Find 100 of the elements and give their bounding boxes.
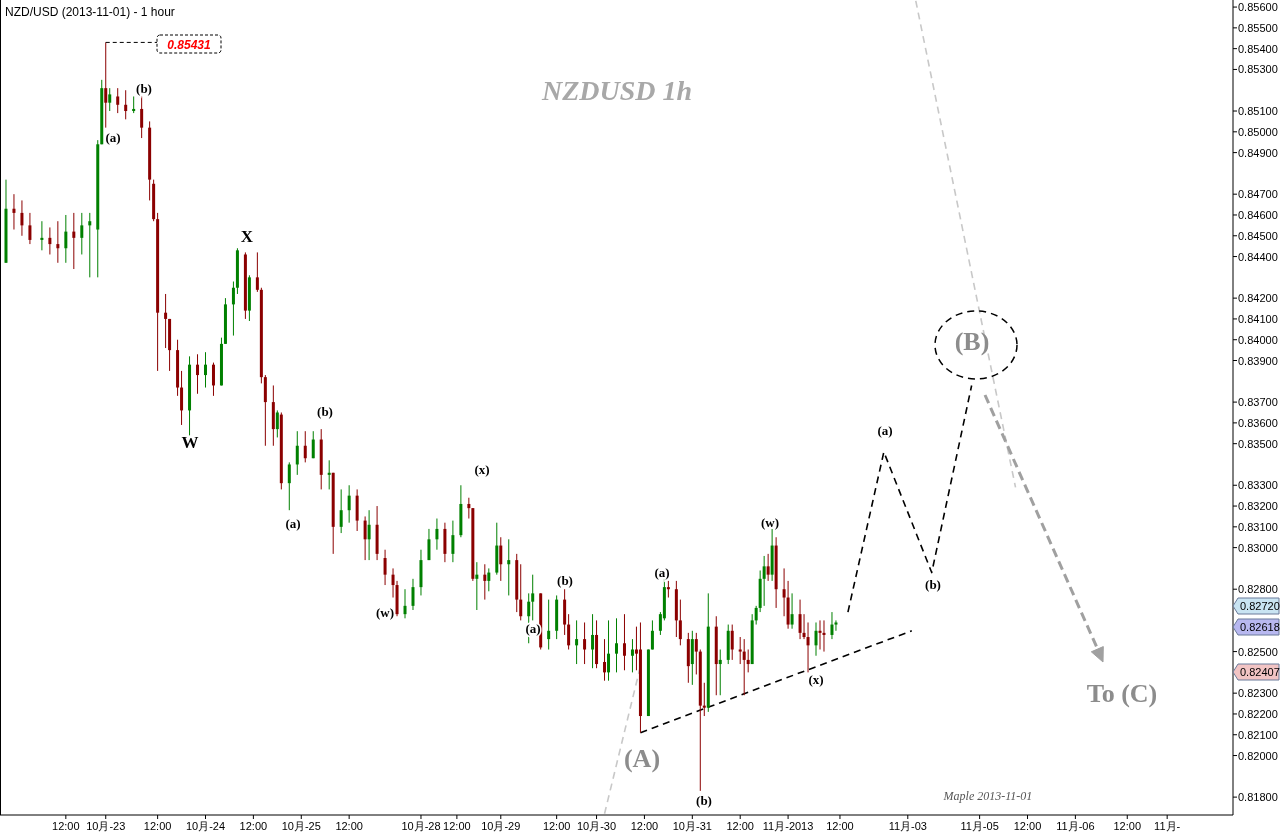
annotation: W — [181, 433, 199, 452]
candlestick — [255, 251, 259, 293]
annotation: (A) — [623, 744, 661, 773]
price-tag: 0.82407 — [1232, 663, 1280, 681]
y-tick-label: 0.85100 — [1238, 105, 1278, 118]
annotation: Maple 2013-11-01 — [942, 789, 1033, 803]
y-tick-label: 0.85400 — [1238, 42, 1278, 55]
candlestick — [591, 613, 595, 669]
y-tick-label: 0.84700 — [1238, 188, 1278, 201]
candlestick — [622, 613, 626, 671]
candlestick — [180, 370, 184, 426]
candlestick — [363, 515, 367, 561]
x-tick-label: 12:00 — [630, 820, 659, 832]
x-tick-label: 11月- — [1154, 820, 1181, 832]
annotation: NZDUSD 1h — [540, 75, 693, 106]
annotation: (b) — [925, 577, 941, 592]
candlestick — [403, 588, 407, 619]
candlestick — [547, 599, 551, 651]
y-tick-label: 0.84000 — [1238, 333, 1278, 346]
y-tick-label: 0.81800 — [1238, 791, 1278, 804]
candlestick — [818, 619, 822, 651]
annotation: (w) — [375, 605, 395, 620]
candlestick — [164, 293, 168, 349]
candlestick — [678, 599, 682, 646]
candlestick — [814, 621, 818, 657]
candlestick — [80, 212, 84, 255]
candlestick — [196, 353, 200, 395]
y-tick-label: 0.84400 — [1238, 250, 1278, 263]
annotation: 0.85431 — [167, 38, 212, 52]
y-tick-label: 0.82100 — [1238, 728, 1278, 741]
candlestick — [48, 226, 52, 255]
annotation: (b) — [696, 793, 712, 808]
candlestick — [20, 199, 24, 237]
candlestick — [694, 632, 698, 675]
candlestick — [830, 611, 834, 640]
x-tick-label: 12:00 — [443, 820, 471, 832]
candlestick — [738, 636, 742, 665]
annotation: (x) — [474, 462, 490, 477]
x-tick-label: 11月-2013 — [762, 820, 814, 832]
y-tick-label: 0.82300 — [1238, 687, 1278, 700]
annotation: (b) — [136, 81, 152, 96]
annotation: (x) — [808, 672, 824, 687]
price-note: 0.85431 — [105, 34, 222, 54]
x-tick-label: 10月-28 — [401, 820, 441, 832]
y-tick-label: 0.82000 — [1238, 749, 1278, 762]
candlestick — [12, 193, 16, 231]
x-tick-label: 10月-30 — [576, 820, 617, 832]
candlestick — [583, 621, 587, 665]
annotation: (B) — [954, 327, 990, 356]
candlestick — [28, 212, 32, 245]
candlestick — [822, 619, 826, 653]
x-tick-label: 10月-23 — [86, 820, 126, 832]
candlestick — [483, 563, 487, 601]
candlestick — [607, 619, 611, 682]
candlestick — [531, 574, 535, 621]
x-tick-label: 12:00 — [239, 820, 268, 832]
candlestick — [435, 518, 439, 551]
candlestick — [231, 281, 235, 337]
annotation: (a) — [105, 130, 121, 145]
price-tag: 0.82618 — [1232, 618, 1280, 636]
y-tick-label: 0.83300 — [1238, 479, 1278, 492]
x-tick-label: 10月-24 — [185, 820, 226, 832]
price-tag: 0.82720 — [1232, 597, 1280, 615]
candlestick — [718, 649, 722, 696]
x-tick-label: 11月-03 — [888, 820, 927, 832]
candlestick — [108, 87, 112, 112]
x-tick-label: 11月-05 — [960, 820, 999, 832]
y-tick-label: 0.83900 — [1238, 354, 1278, 367]
y-tick-label: 0.83200 — [1238, 500, 1278, 513]
candlestick — [790, 592, 794, 630]
candlestick — [104, 41, 108, 129]
x-tick-label: 12:00 — [143, 820, 172, 832]
x-tick-label: 12:00 — [1013, 820, 1042, 832]
candlestick — [211, 362, 215, 397]
candlestick — [475, 561, 479, 611]
candlestick — [499, 536, 503, 582]
x-tick-label: 10月-31 — [672, 820, 712, 832]
annotation: X — [240, 227, 254, 246]
y-tick-label: 0.84900 — [1238, 146, 1278, 159]
candlestick — [339, 488, 343, 534]
annotation: (w) — [760, 515, 780, 530]
y-tick-label: 0.82500 — [1238, 645, 1278, 658]
candlestick — [754, 605, 758, 626]
x-tick-label: 12:00 — [826, 820, 854, 832]
y-tick-label: 0.82800 — [1238, 583, 1278, 596]
candlestick — [650, 619, 654, 651]
candlestick — [204, 351, 207, 389]
candlestick — [88, 212, 92, 278]
candlestick — [798, 599, 802, 640]
candlestick — [411, 578, 415, 611]
y-tick-label: 0.83100 — [1238, 520, 1278, 533]
y-tick-label: 0.85300 — [1238, 63, 1278, 76]
x-tick-label: 10月-29 — [481, 820, 521, 832]
annotation: (b) — [317, 404, 333, 419]
annotation: (a) — [654, 565, 670, 580]
candlestick — [630, 638, 634, 673]
x-tick-label: 12:00 — [726, 820, 754, 832]
candlestick — [367, 509, 371, 561]
y-tick-label: 0.83000 — [1238, 541, 1278, 554]
candlestick — [303, 430, 307, 463]
